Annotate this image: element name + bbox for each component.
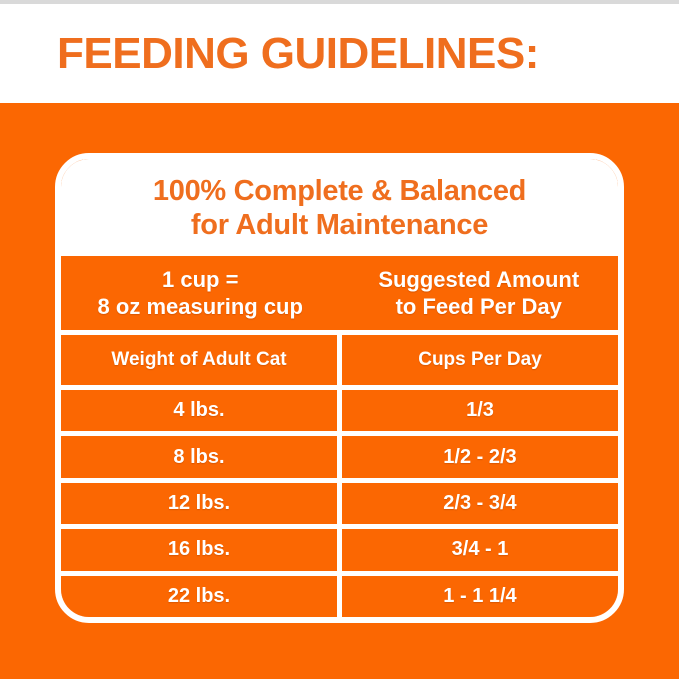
weight-cell: 12 lbs. [61,482,337,525]
weight-cell: 8 lbs. [61,436,337,478]
cups-cell: 2/3 - 3/4 [342,482,618,525]
feeding-table-card: 100% Complete & Balanced for Adult Maint… [55,153,624,623]
feeding-table: Weight of Adult Cat Cups Per Day 4 lbs. … [61,335,618,617]
column-header-weight: Weight of Adult Cat [61,335,337,385]
column-header-cups: Cups Per Day [342,335,618,385]
cup-measure-line1: 1 cup = [162,267,239,292]
cups-cell: 1 - 1 1/4 [342,575,618,617]
orange-background: 100% Complete & Balanced for Adult Maint… [0,103,679,679]
page-title: FEEDING GUIDELINES: [57,28,539,78]
cup-measure-note: 1 cup = 8 oz measuring cup [61,256,340,330]
cups-cell: 3/4 - 1 [342,529,618,571]
title-band: FEEDING GUIDELINES: [0,4,679,103]
weight-cell: 22 lbs. [61,575,337,617]
cups-cell: 1/3 [342,390,618,432]
weight-cell: 4 lbs. [61,390,337,432]
card-header: 100% Complete & Balanced for Adult Maint… [61,159,618,256]
units-row: 1 cup = 8 oz measuring cup Suggested Amo… [61,256,618,335]
weight-cell: 16 lbs. [61,529,337,571]
suggested-amount-line1: Suggested Amount [378,267,580,292]
suggested-amount-line2: to Feed Per Day [395,294,562,319]
card-header-line2: for Adult Maintenance [190,208,489,241]
card-header-line1: 100% Complete & Balanced [152,174,527,207]
top-border-strip [0,0,679,4]
cup-measure-line2: 8 oz measuring cup [97,294,303,319]
cups-cell: 1/2 - 2/3 [342,436,618,478]
suggested-amount-note: Suggested Amount to Feed Per Day [340,256,619,330]
